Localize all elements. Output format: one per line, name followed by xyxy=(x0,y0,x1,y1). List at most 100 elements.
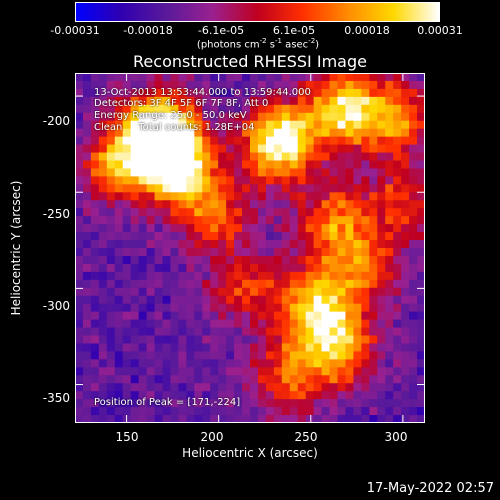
heatmap-cell xyxy=(281,391,291,400)
heatmap-cell xyxy=(154,327,164,337)
heatmap-cell xyxy=(329,415,339,423)
heatmap-cell xyxy=(257,367,267,376)
heatmap-cell xyxy=(154,240,164,249)
heatmap-cell xyxy=(194,104,203,114)
heatmap-cell xyxy=(321,176,331,185)
heatmap-cell xyxy=(353,176,362,185)
heatmap-cell xyxy=(273,335,283,345)
heatmap-cell xyxy=(130,327,140,337)
heatmap-cell xyxy=(345,319,355,329)
heatmap-cell xyxy=(393,263,402,273)
heatmap-cell xyxy=(329,255,339,265)
heatmap-cell xyxy=(202,248,211,257)
heatmap-cell xyxy=(122,144,132,154)
x-tick-label: 300 xyxy=(384,430,408,444)
heatmap-cell xyxy=(186,335,195,345)
heatmap-cell xyxy=(417,279,425,289)
heatmap-cell xyxy=(122,200,132,209)
heatmap-cell xyxy=(98,88,108,98)
heatmap-cell xyxy=(273,287,283,297)
heatmap-cell xyxy=(265,399,275,408)
heatmap-cell xyxy=(289,120,299,130)
heatmap-cell xyxy=(257,120,267,130)
heatmap-cell xyxy=(90,351,100,360)
heatmap-cell xyxy=(377,216,386,225)
heatmap-cell xyxy=(409,407,418,416)
heatmap-cell xyxy=(329,319,339,329)
heatmap-cell xyxy=(170,327,180,337)
heatmap-cell xyxy=(289,327,299,337)
heatmap-cell xyxy=(138,128,148,138)
heatmap-cell xyxy=(218,311,227,321)
heatmap-cell xyxy=(401,176,410,185)
heatmap-cell xyxy=(385,255,394,265)
heatmap-cell xyxy=(337,375,347,384)
heatmap-cell xyxy=(409,232,418,241)
heatmap-cell xyxy=(377,73,386,82)
heatmap-cell xyxy=(273,399,283,408)
heatmap-cell xyxy=(417,88,425,98)
heatmap-cell xyxy=(130,295,140,305)
heatmap-cell xyxy=(154,407,164,416)
heatmap-cell xyxy=(250,295,259,305)
heatmap-cell xyxy=(146,295,156,305)
heatmap-cell xyxy=(154,263,164,273)
heatmap-cell xyxy=(409,128,418,138)
heatmap-cell xyxy=(138,351,148,360)
heatmap-cell xyxy=(122,104,132,114)
heatmap-cell xyxy=(281,415,291,423)
heatmap-cell xyxy=(313,176,323,185)
heatmap-cell xyxy=(385,96,394,106)
heatmap-cell xyxy=(353,88,362,98)
heatmap-cell xyxy=(186,327,195,337)
heatmap-cell xyxy=(122,271,132,281)
heatmap-image xyxy=(75,73,425,423)
heatmap-cell xyxy=(361,415,370,423)
heatmap-cell xyxy=(297,208,307,217)
heatmap-cell xyxy=(202,327,211,337)
heatmap-cell xyxy=(417,160,425,170)
heatmap-cell xyxy=(122,88,132,98)
heatmap-cell xyxy=(321,96,331,106)
heatmap-cell xyxy=(361,200,370,209)
heatmap-cell xyxy=(377,287,386,297)
heatmap-cell xyxy=(353,263,362,273)
heatmap-cell xyxy=(210,208,219,217)
heatmap-cell xyxy=(146,104,156,114)
heatmap-cell xyxy=(186,80,195,90)
heatmap-cell xyxy=(146,311,156,321)
heatmap-cell xyxy=(257,224,267,233)
heatmap-cell xyxy=(273,248,283,257)
heatmap-cell xyxy=(281,399,291,408)
heatmap-cell xyxy=(146,383,156,392)
heatmap-cell xyxy=(265,88,275,98)
heatmap-cell xyxy=(401,303,410,313)
heatmap-cell xyxy=(106,160,116,170)
heatmap-cell xyxy=(226,415,235,423)
heatmap-cell xyxy=(289,287,299,297)
heatmap-cell xyxy=(289,232,299,241)
heatmap-cell xyxy=(82,168,92,178)
heatmap-cell xyxy=(401,271,410,281)
heatmap-cell xyxy=(417,311,425,321)
heatmap-cell xyxy=(210,319,219,329)
heatmap-cell xyxy=(337,104,347,114)
heatmap-cell xyxy=(114,295,124,305)
heatmap-cell xyxy=(250,96,259,106)
heatmap-cell xyxy=(305,176,315,185)
heatmap-cell xyxy=(289,168,299,178)
heatmap-cell xyxy=(377,176,386,185)
heatmap-cell xyxy=(417,359,425,368)
heatmap-cell xyxy=(186,375,195,384)
heatmap-cell xyxy=(337,160,347,170)
heatmap-cell xyxy=(75,271,84,281)
heatmap-cell xyxy=(250,184,259,193)
heatmap-cell xyxy=(329,240,339,249)
heatmap-cell xyxy=(242,168,251,178)
heatmap-cell xyxy=(417,73,425,82)
heatmap-cell xyxy=(361,367,370,376)
heatmap-cell xyxy=(250,415,259,423)
heatmap-cell xyxy=(194,73,203,82)
heatmap-cell xyxy=(353,311,362,321)
heatmap-cell xyxy=(130,216,140,225)
